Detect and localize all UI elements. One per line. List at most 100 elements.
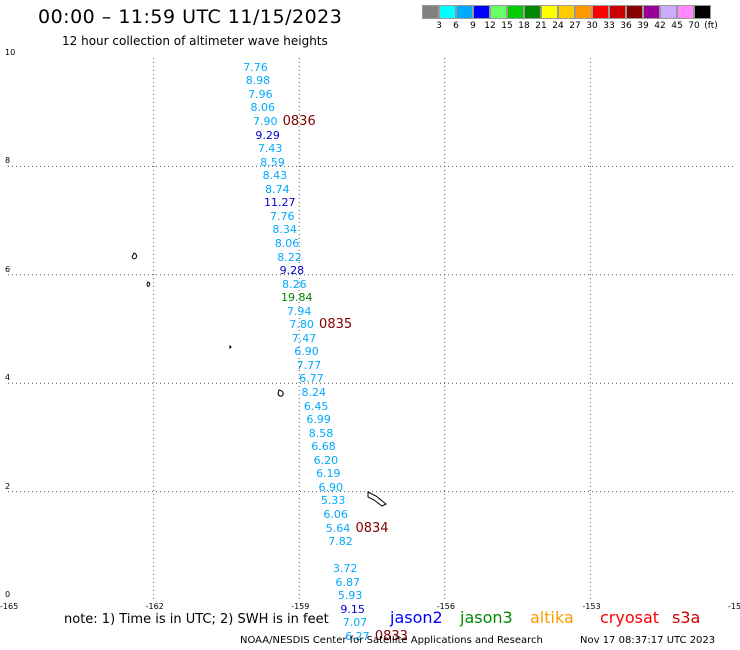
longitude-tick-label: -162	[145, 602, 164, 611]
wave-height-value: 6.99	[306, 413, 331, 427]
wave-height-value: 6.68	[311, 440, 336, 454]
legend-label: 3	[436, 21, 442, 31]
legend-label: 21	[535, 21, 547, 31]
page-subtitle: 12 hour collection of altimeter wave hei…	[62, 34, 328, 48]
pass-time-label: 0833	[374, 628, 408, 644]
wave-height-value: 6.77	[299, 372, 324, 386]
satellite-name: cryosat	[600, 608, 660, 627]
wave-height-value: 8.22	[277, 250, 302, 264]
wave-height-value: 7.90	[252, 115, 278, 129]
legend-swatch	[592, 5, 609, 19]
wave-height-value: 9.28	[279, 264, 305, 278]
legend-label: 30	[586, 21, 598, 31]
longitude-tick-label: -165	[0, 602, 19, 611]
legend-label: 45	[671, 21, 683, 31]
legend-swatch	[575, 5, 592, 19]
latitude-tick-label: 6	[5, 264, 11, 274]
wave-height-value: 9.29	[255, 128, 280, 142]
wave-height-value: 7.76	[243, 60, 268, 74]
legend-swatch	[541, 5, 558, 19]
wave-height-value: 11.27	[264, 196, 296, 210]
island-outline	[146, 281, 151, 287]
wave-height-value: 6.45	[303, 399, 329, 413]
longitude-tick-label: -156	[436, 602, 455, 611]
wave-height-value: 6.90	[294, 345, 319, 359]
legend-swatch	[626, 5, 643, 19]
wave-height-value: 7.07	[342, 616, 368, 630]
latitude-tick-label: 4	[5, 373, 11, 383]
legend-label: 24	[552, 21, 564, 31]
wave-height-value: 8.34	[272, 223, 297, 237]
legend-swatch	[694, 5, 711, 19]
satellite-name: jason3	[460, 608, 513, 627]
page-title: 00:00 – 11:59 UTC 11/15/2023	[38, 6, 343, 28]
legend-label: 27	[569, 21, 581, 31]
wave-height-value: 7.80	[289, 318, 314, 332]
legend-swatch	[456, 5, 473, 19]
generated-timestamp: Nov 17 08:37:17 UTC 2023	[580, 635, 716, 646]
legend-label: 18	[518, 21, 530, 31]
legend-label: 39	[637, 21, 649, 31]
wave-height-value: 8.06	[274, 236, 300, 250]
pass-time-label: 0835	[319, 317, 353, 333]
island-outline	[229, 344, 232, 350]
wave-height-value: 6.90	[318, 480, 343, 494]
wave-height-value: 5.33	[320, 494, 346, 508]
wave-height-value: 7.82	[328, 535, 353, 549]
wave-height-value: 6.19	[316, 467, 341, 481]
island-outline	[131, 252, 138, 260]
wave-height-value: 7.43	[257, 142, 283, 156]
wave-height-value: 8.59	[260, 155, 285, 169]
legend-label: 33	[603, 21, 615, 31]
legend-swatch	[609, 5, 626, 19]
wave-height-value: 8.06	[250, 101, 276, 115]
wave-height-value: 6.87	[335, 575, 360, 589]
legend-swatch	[473, 5, 490, 19]
wave-height-value: 8.26	[282, 277, 307, 291]
pass-time-label: 0834	[355, 520, 389, 536]
legend-swatch	[558, 5, 575, 19]
wave-height-value: 7.76	[269, 209, 295, 223]
footer-note: note: 1) Time is in UTC; 2) SWH is in fe…	[64, 612, 329, 627]
wave-height-value: 7.77	[296, 358, 322, 372]
color-legend	[422, 5, 711, 19]
wave-height-value: 8.24	[301, 386, 327, 400]
pass-time-label: 0836	[282, 114, 316, 130]
satellite-name: jason2	[390, 608, 443, 627]
latitude-tick-label: 10	[5, 48, 16, 57]
legend-label: 42	[654, 21, 666, 31]
legend-swatch	[524, 5, 541, 19]
legend-label: 6	[453, 21, 459, 31]
latitude-tick-label: 0	[5, 590, 11, 599]
island-outline	[277, 389, 284, 397]
wave-height-value: 7.47	[291, 331, 317, 345]
legend-swatch	[660, 5, 677, 19]
legend-swatch	[422, 5, 439, 19]
legend-label: 36	[620, 21, 632, 31]
latitude-tick-label: 2	[5, 481, 11, 491]
legend-swatch	[643, 5, 660, 19]
legend-swatch	[490, 5, 507, 19]
legend-swatch	[439, 5, 456, 19]
longitude-tick-label: -159	[291, 602, 310, 611]
wave-height-value: 3.72	[333, 562, 358, 576]
color-legend-labels: 3 6 9 12 15 18 21 24 27 30 33 36 39 42 45 70 (ft)	[422, 21, 740, 35]
longitude-tick-label: -150	[728, 602, 740, 611]
wave-height-value: 7.94	[286, 304, 312, 318]
credit-text: NOAA/NESDIS Center for Satellite Applica…	[240, 635, 543, 646]
legend-label: 15	[501, 21, 513, 31]
wave-height-value: 5.64	[325, 521, 351, 535]
satellite-name: altika	[530, 608, 574, 627]
legend-label: (ft)	[704, 21, 718, 31]
legend-swatch	[677, 5, 694, 19]
legend-label: 9	[470, 21, 476, 31]
wave-height-value: 6.27	[345, 629, 370, 643]
wave-height-value: 6.06	[323, 507, 348, 521]
wave-height-value: 9.15	[340, 602, 365, 616]
wave-height-value: 8.98	[245, 74, 271, 88]
satellite-name: s3a	[672, 608, 701, 627]
wave-height-value: 8.43	[262, 169, 288, 183]
legend-label: 70	[688, 21, 700, 31]
wave-height-value: 8.74	[265, 182, 290, 196]
